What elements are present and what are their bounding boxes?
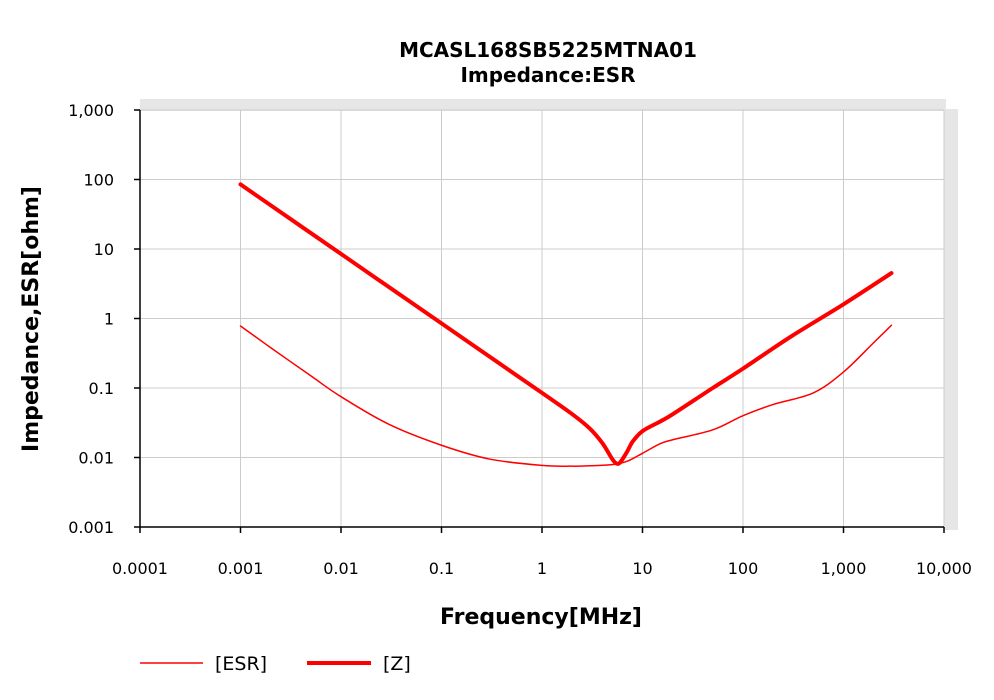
- chart-title: MCASL168SB5225MTNA01: [399, 38, 697, 62]
- grid-lines: [140, 109, 945, 527]
- y-tick-label: 0.001: [68, 518, 114, 537]
- axes: [134, 109, 945, 533]
- x-tick-label: 100: [728, 559, 759, 578]
- chart-subtitle: Impedance:ESR: [460, 63, 635, 87]
- plot-right-band: [944, 109, 958, 530]
- series-line-z: [238, 182, 894, 466]
- x-tick-label: 1: [537, 559, 547, 578]
- y-tick-label: 0.01: [78, 449, 114, 468]
- x-axis-title: Frequency[MHz]: [440, 605, 642, 630]
- y-tick-label: 1: [104, 310, 114, 329]
- y-tick-label: 100: [83, 171, 114, 190]
- series-lines: [238, 182, 894, 467]
- x-tick-label: 0.01: [323, 559, 359, 578]
- x-tick-label: 10,000: [916, 559, 972, 578]
- y-tick-labels: 0.001 0.01 0.1 1 10 100 1,000: [68, 101, 114, 537]
- series-line-esr: [239, 324, 893, 467]
- y-tick-label: 0.1: [89, 379, 114, 398]
- x-tick-labels: 0.0001 0.001 0.01 0.1 1 10 100 1,000 10,000: [112, 559, 972, 578]
- legend-label-esr: [ESR]: [215, 653, 267, 675]
- x-tick-label: 0.1: [429, 559, 454, 578]
- x-tick-label: 10: [632, 559, 652, 578]
- y-tick-label: 1,000: [68, 101, 114, 120]
- y-tick-label: 10: [94, 240, 114, 259]
- x-tick-label: 1,000: [821, 559, 867, 578]
- plot-top-band: [140, 99, 946, 111]
- legend-label-z: [Z]: [383, 653, 411, 675]
- x-tick-label: 0.0001: [112, 559, 168, 578]
- y-axis-title: Impedance,ESR[ohm]: [19, 186, 44, 452]
- legend: [ESR] [Z]: [140, 653, 411, 675]
- x-tick-label: 0.001: [218, 559, 264, 578]
